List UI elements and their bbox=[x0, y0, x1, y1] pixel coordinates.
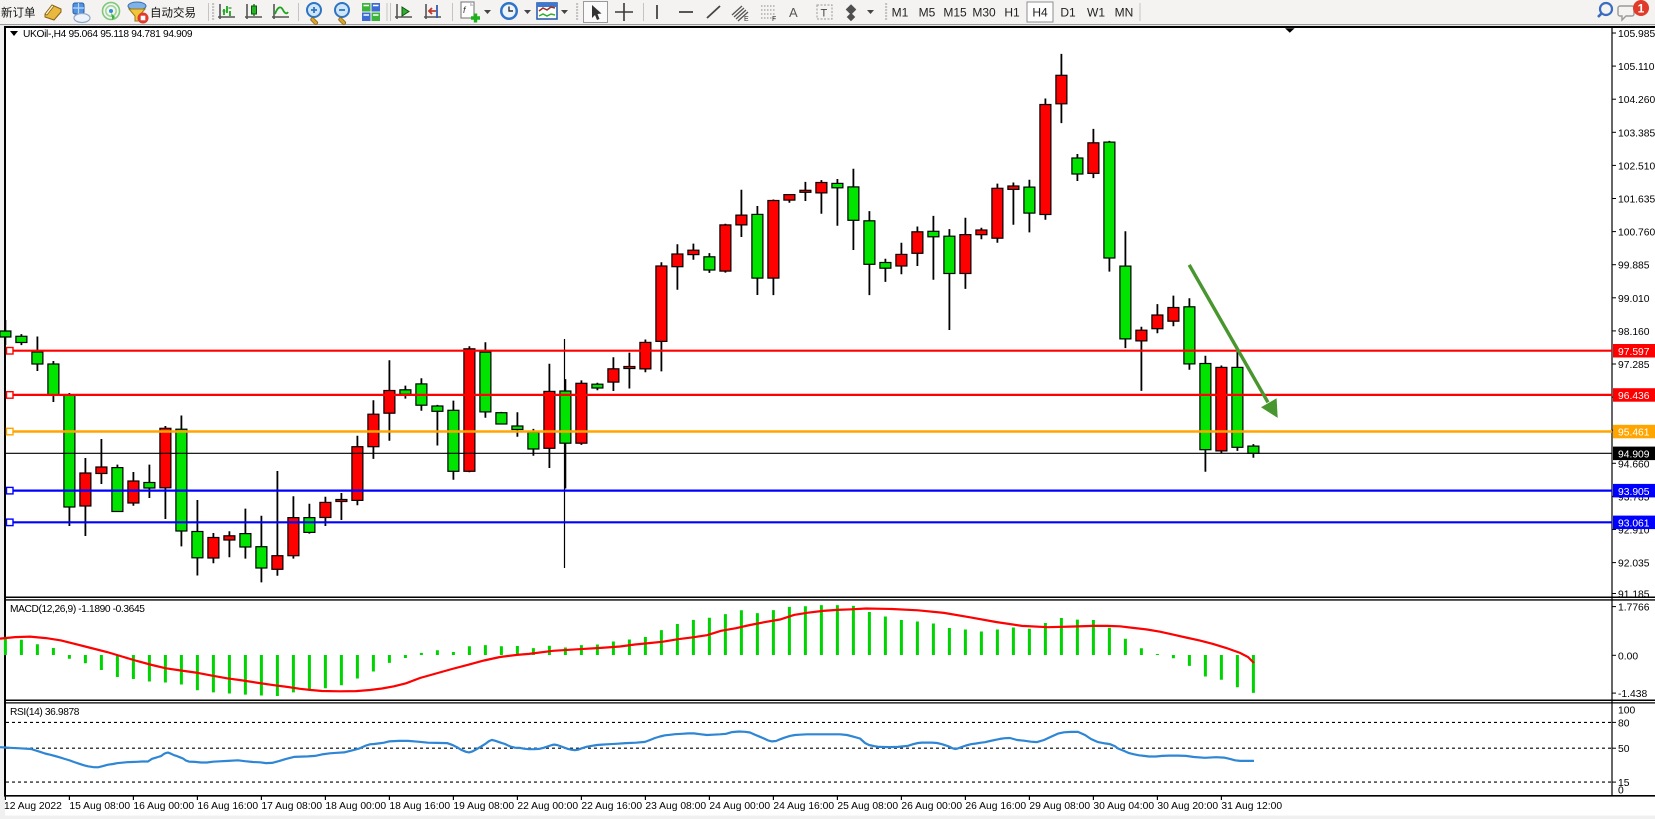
svg-text:80: 80 bbox=[1618, 718, 1630, 729]
svg-text:D1: D1 bbox=[1060, 6, 1076, 20]
svg-text:92.910: 92.910 bbox=[1618, 526, 1650, 537]
svg-text:92.035: 92.035 bbox=[1618, 559, 1650, 570]
svg-text:100.760: 100.760 bbox=[1618, 228, 1655, 239]
svg-text:97.597: 97.597 bbox=[1618, 347, 1650, 358]
svg-text:97.285: 97.285 bbox=[1618, 360, 1650, 371]
svg-text:17 Aug 08:00: 17 Aug 08:00 bbox=[261, 801, 322, 812]
svg-text:101.635: 101.635 bbox=[1618, 195, 1655, 206]
svg-text:99.010: 99.010 bbox=[1618, 294, 1650, 305]
svg-text:94.660: 94.660 bbox=[1618, 459, 1650, 470]
svg-text:1.7766: 1.7766 bbox=[1618, 603, 1650, 614]
svg-text:M1: M1 bbox=[892, 6, 909, 20]
svg-text:H1: H1 bbox=[1004, 6, 1020, 20]
svg-text:94.909: 94.909 bbox=[1618, 450, 1650, 461]
svg-text:E: E bbox=[744, 16, 749, 23]
svg-text:26 Aug 16:00: 26 Aug 16:00 bbox=[965, 801, 1026, 812]
svg-text:24 Aug 16:00: 24 Aug 16:00 bbox=[773, 801, 834, 812]
svg-text:100: 100 bbox=[1618, 706, 1635, 717]
svg-text:19 Aug 08:00: 19 Aug 08:00 bbox=[453, 801, 514, 812]
svg-text:93.905: 93.905 bbox=[1618, 487, 1650, 498]
svg-text:MN: MN bbox=[1115, 6, 1134, 20]
svg-text:99.885: 99.885 bbox=[1618, 261, 1650, 272]
svg-text:T: T bbox=[821, 8, 828, 20]
svg-text:16 Aug 00:00: 16 Aug 00:00 bbox=[133, 801, 194, 812]
svg-text:103.385: 103.385 bbox=[1618, 128, 1655, 139]
svg-text:26 Aug 00:00: 26 Aug 00:00 bbox=[901, 801, 962, 812]
svg-text:0.00: 0.00 bbox=[1618, 651, 1638, 662]
svg-text:UKOil-,H4 95.064 95.118 94.78: UKOil-,H4 95.064 95.118 94.781 94.909 bbox=[23, 29, 193, 40]
svg-text:MACD(12,26,9) -1.1890 -0.3645: MACD(12,26,9) -1.1890 -0.3645 bbox=[10, 604, 145, 615]
svg-text:M15: M15 bbox=[943, 6, 967, 20]
svg-text:18 Aug 00:00: 18 Aug 00:00 bbox=[325, 801, 386, 812]
svg-text:新订单: 新订单 bbox=[1, 6, 36, 20]
svg-text:A: A bbox=[789, 5, 798, 20]
svg-text:22 Aug 00:00: 22 Aug 00:00 bbox=[517, 801, 578, 812]
svg-text:29 Aug 08:00: 29 Aug 08:00 bbox=[1029, 801, 1090, 812]
svg-text:f: f bbox=[463, 5, 467, 15]
svg-text:自动交易: 自动交易 bbox=[150, 6, 196, 20]
svg-text:102.510: 102.510 bbox=[1618, 161, 1655, 172]
svg-text:50: 50 bbox=[1618, 744, 1630, 755]
svg-text:16 Aug 16:00: 16 Aug 16:00 bbox=[197, 801, 258, 812]
svg-text:98.160: 98.160 bbox=[1618, 327, 1650, 338]
svg-text:105.110: 105.110 bbox=[1618, 62, 1655, 73]
svg-text:30 Aug 20:00: 30 Aug 20:00 bbox=[1157, 801, 1218, 812]
svg-text:24 Aug 00:00: 24 Aug 00:00 bbox=[709, 801, 770, 812]
svg-text:12 Aug 2022: 12 Aug 2022 bbox=[4, 801, 62, 812]
svg-text:96.436: 96.436 bbox=[1618, 391, 1650, 402]
svg-text:1: 1 bbox=[1638, 2, 1645, 16]
svg-text:22 Aug 16:00: 22 Aug 16:00 bbox=[581, 801, 642, 812]
svg-text:104.260: 104.260 bbox=[1618, 95, 1655, 106]
svg-text:93.061: 93.061 bbox=[1618, 519, 1650, 530]
svg-text:93.785: 93.785 bbox=[1618, 492, 1650, 503]
svg-text:M5: M5 bbox=[919, 6, 936, 20]
svg-text:95.461: 95.461 bbox=[1618, 428, 1650, 439]
svg-text:-1.438: -1.438 bbox=[1618, 689, 1647, 700]
svg-text:105.985: 105.985 bbox=[1618, 29, 1655, 40]
svg-text:F: F bbox=[772, 16, 776, 23]
svg-text:W1: W1 bbox=[1087, 6, 1105, 20]
svg-text:31 Aug 12:00: 31 Aug 12:00 bbox=[1221, 801, 1282, 812]
svg-text:15: 15 bbox=[1618, 778, 1630, 789]
svg-text:RSI(14) 36.9878: RSI(14) 36.9878 bbox=[10, 707, 80, 718]
svg-text:0: 0 bbox=[1618, 786, 1624, 797]
svg-text:25 Aug 08:00: 25 Aug 08:00 bbox=[837, 801, 898, 812]
svg-text:M30: M30 bbox=[972, 6, 996, 20]
svg-text:15 Aug 08:00: 15 Aug 08:00 bbox=[69, 801, 130, 812]
svg-text:18 Aug 16:00: 18 Aug 16:00 bbox=[389, 801, 450, 812]
svg-text:H4: H4 bbox=[1032, 6, 1048, 20]
svg-text:91.185: 91.185 bbox=[1618, 590, 1650, 601]
svg-text:23 Aug 08:00: 23 Aug 08:00 bbox=[645, 801, 706, 812]
svg-text:30 Aug 04:00: 30 Aug 04:00 bbox=[1093, 801, 1154, 812]
